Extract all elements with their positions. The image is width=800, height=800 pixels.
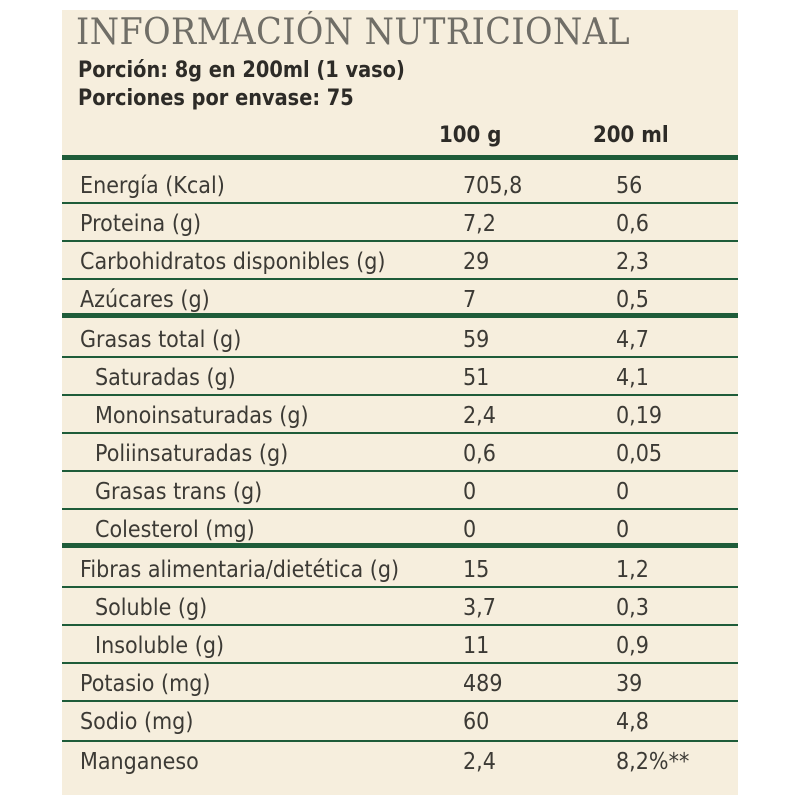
value-per-200ml: 0,9 [616,633,649,659]
row-divider [62,202,738,204]
label-title: INFORMACIÓN NUTRICIONAL [76,12,631,53]
row-divider [62,586,738,588]
nutrient-name: Azúcares (g) [80,287,210,313]
nutrient-name: Proteina (g) [80,211,202,237]
section-divider [62,313,738,318]
value-per-100g: 0 [463,479,477,505]
value-per-100g: 59 [463,327,490,353]
value-per-200ml: 8,2%** [616,749,690,775]
nutrient-name: Insoluble (g) [95,633,225,659]
nutrient-name: Soluble (g) [95,595,208,621]
value-per-100g: 705,8 [463,173,523,199]
table-row: Proteina (g) 7,2 0,6 [62,202,738,240]
value-per-200ml: 2,3 [616,249,649,275]
nutrient-name: Manganeso [80,749,199,775]
value-per-200ml: 0,19 [616,403,663,429]
table-row: Potasio (mg) 489 39 [62,662,738,700]
value-per-200ml: 4,1 [616,365,649,391]
nutrient-name: Fibras alimentaria/dietética (g) [80,557,400,583]
row-divider [62,508,738,510]
row-divider [62,240,738,242]
table-row: Grasas trans (g) 0 0 [62,470,738,508]
nutrient-name: Poliinsaturadas (g) [95,441,289,467]
value-per-100g: 7 [463,287,477,313]
value-per-200ml: 0,5 [616,287,649,313]
row-divider [62,356,738,358]
value-per-100g: 15 [463,557,490,583]
table-row: Colesterol (mg) 0 0 [62,508,738,546]
value-per-100g: 489 [463,671,503,697]
value-per-100g: 2,4 [463,749,496,775]
value-per-100g: 60 [463,709,490,735]
nutrient-name: Carbohidratos disponibles (g) [80,249,386,275]
table-row: Sodio (mg) 60 4,8 [62,700,738,738]
table-row: Grasas total (g) 59 4,7 [62,318,738,356]
row-divider [62,278,738,280]
value-per-100g: 0,6 [463,441,496,467]
serving-size: Porción: 8g en 200ml (1 vaso) [78,58,405,83]
nutrient-name: Monoinsaturadas (g) [95,403,309,429]
value-per-100g: 7,2 [463,211,496,237]
value-per-200ml: 0 [616,479,630,505]
row-divider [62,662,738,664]
table-row: Saturadas (g) 51 4,1 [62,356,738,394]
value-per-100g: 2,4 [463,403,496,429]
nutrient-name: Potasio (mg) [80,671,211,697]
value-per-200ml: 39 [616,671,643,697]
nutrient-name: Energía (Kcal) [80,173,225,199]
nutrient-name: Grasas total (g) [80,327,242,353]
nutrient-name: Saturadas (g) [95,365,236,391]
value-per-200ml: 0,6 [616,211,649,237]
value-per-200ml: 4,8 [616,709,649,735]
value-per-100g: 11 [463,633,490,659]
value-per-100g: 0 [463,517,477,543]
column-header-100g: 100 g [439,123,502,148]
value-per-100g: 29 [463,249,490,275]
row-divider [62,700,738,702]
section-divider [62,543,738,548]
value-per-200ml: 4,7 [616,327,649,353]
header-divider [62,155,738,160]
table-row: Energía (Kcal) 705,8 56 [62,164,738,202]
table-row: Soluble (g) 3,7 0,3 [62,586,738,624]
table-row: Insoluble (g) 11 0,9 [62,624,738,662]
table-row: Manganeso 2,4 8,2%** [62,740,738,778]
nutrition-label-panel [62,10,738,795]
servings-per-container: Porciones por envase: 75 [78,86,354,111]
column-header-200ml: 200 ml [593,123,669,148]
value-per-200ml: 0 [616,517,630,543]
row-divider [62,624,738,626]
row-divider [62,740,738,742]
value-per-200ml: 56 [616,173,643,199]
table-row: Carbohidratos disponibles (g) 29 2,3 [62,240,738,278]
value-per-100g: 3,7 [463,595,496,621]
value-per-200ml: 0,3 [616,595,649,621]
row-divider [62,470,738,472]
row-divider [62,394,738,396]
table-row: Fibras alimentaria/dietética (g) 15 1,2 [62,548,738,586]
nutrient-name: Grasas trans (g) [95,479,263,505]
value-per-200ml: 0,05 [616,441,663,467]
table-row: Monoinsaturadas (g) 2,4 0,19 [62,394,738,432]
nutrient-name: Sodio (mg) [80,709,194,735]
nutrient-name: Colesterol (mg) [95,517,255,543]
row-divider [62,432,738,434]
table-row: Poliinsaturadas (g) 0,6 0,05 [62,432,738,470]
value-per-100g: 51 [463,365,490,391]
value-per-200ml: 1,2 [616,557,649,583]
table-row: Azúcares (g) 7 0,5 [62,278,738,316]
